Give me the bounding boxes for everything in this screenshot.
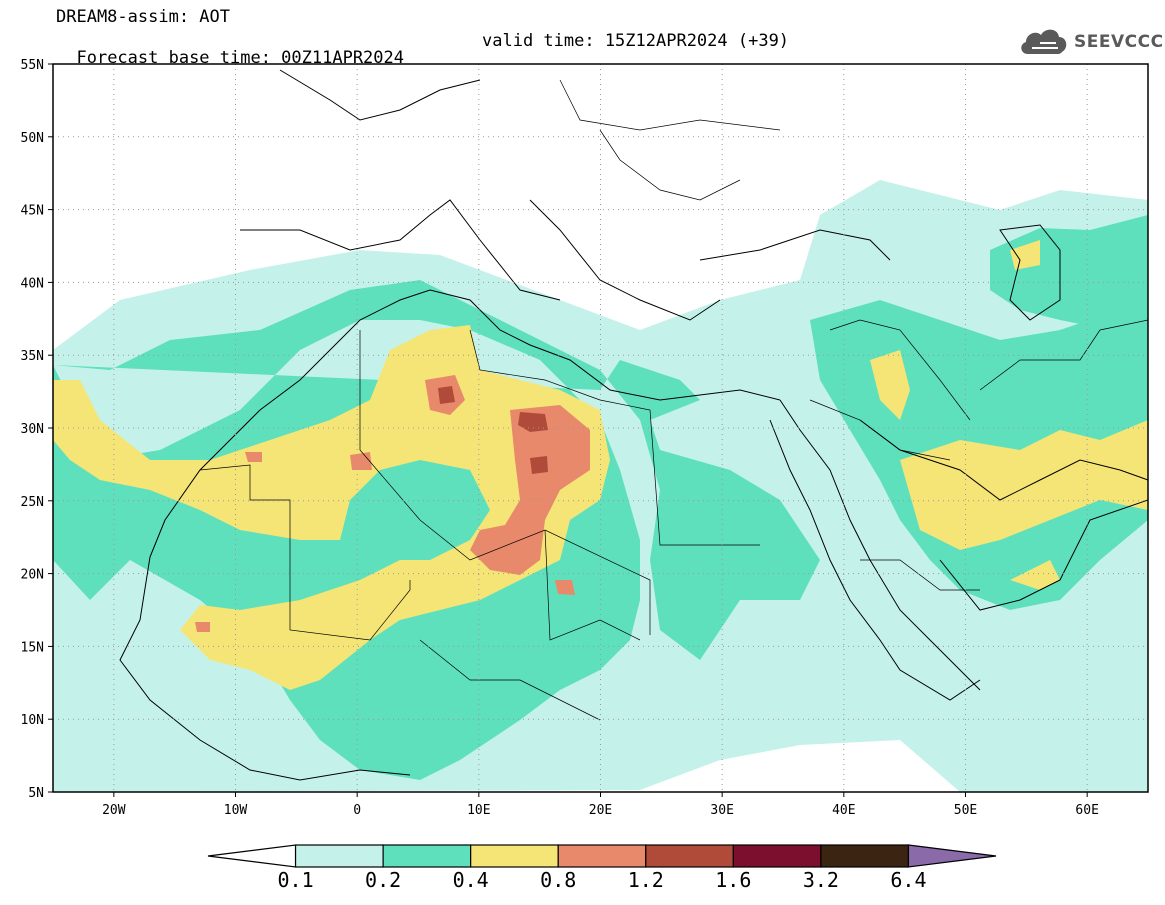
colorbar-swatch xyxy=(470,844,559,868)
colorbar-swatch xyxy=(382,844,472,868)
lat-tick-label: 30N xyxy=(21,422,44,437)
axis-ticks: 55N 50N 45N 40N 35N 30N 25N 20N 15N 10N 5N 20W 10W 0 1… xyxy=(21,58,1099,818)
aot-contour-0.4-arabia xyxy=(870,240,1148,590)
colorbar-label: 0.2 xyxy=(365,868,401,892)
lat-tick-label: 35N xyxy=(21,349,44,364)
colorbar-label: 0.4 xyxy=(453,868,489,892)
lat-tick-label: 25N xyxy=(21,495,44,510)
lon-tick-label: 50E xyxy=(954,803,977,818)
colorbar-swatch xyxy=(294,844,384,868)
lon-tick-label: 20E xyxy=(589,803,612,818)
lon-tick-label: 0 xyxy=(353,803,361,818)
colorbar-label: 1.6 xyxy=(715,868,751,892)
colorbar-swatch xyxy=(732,844,822,868)
colorbar-label: 3.2 xyxy=(803,868,839,892)
cloud-icon xyxy=(1021,29,1067,54)
lon-tick-label: 60E xyxy=(1075,803,1098,818)
colorbar-label: 0.8 xyxy=(540,868,576,892)
lat-tick-label: 55N xyxy=(21,58,44,73)
coastlines xyxy=(119,69,1148,781)
aot-contour-0.2 xyxy=(53,280,820,780)
colorbar-label: 1.2 xyxy=(628,868,664,892)
valid-time-label: valid time: 15Z12APR2024 (+39) xyxy=(482,31,790,51)
colorbar-label: 0.1 xyxy=(277,868,313,892)
lat-tick-label: 15N xyxy=(21,640,44,655)
colorbar-swatch xyxy=(645,844,734,868)
colorbar: 0.1 0.2 0.4 0.8 1.2 1.6 3.2 6.4 xyxy=(207,844,997,892)
colorbar-swatch xyxy=(820,844,910,868)
lon-tick-label: 40E xyxy=(832,803,855,818)
aot-field xyxy=(53,64,1148,792)
lat-tick-label: 5N xyxy=(28,786,44,801)
model-title: DREAM8-assim: AOT xyxy=(56,7,230,27)
lat-tick-label: 45N xyxy=(21,204,44,219)
time-header: Forecast base time: 00Z11APR2024 valid t… xyxy=(56,33,789,84)
lon-tick-label: 30E xyxy=(710,803,733,818)
lon-tick-label: 10W xyxy=(224,803,248,818)
lon-tick-label: 10E xyxy=(467,803,490,818)
seevccc-logo: SEEVCCC xyxy=(1018,24,1163,58)
aot-contour-0.8 xyxy=(195,375,590,632)
colorbar-swatch xyxy=(557,844,647,868)
lon-tick-label: 20W xyxy=(102,803,126,818)
logo-text: SEEVCCC xyxy=(1074,32,1164,52)
colorbar-swatch xyxy=(907,844,997,868)
lat-tick-label: 40N xyxy=(21,276,44,291)
colorbar-label: 6.4 xyxy=(890,868,926,892)
colorbar-swatch xyxy=(207,844,297,868)
lat-tick-label: 20N xyxy=(21,568,44,583)
lat-tick-label: 10N xyxy=(21,713,44,728)
lat-tick-label: 50N xyxy=(21,131,44,146)
aot-contour-1.2 xyxy=(438,386,548,474)
base-time-label: Forecast base time: 00Z11APR2024 xyxy=(76,48,404,68)
aot-contour-0.4 xyxy=(53,325,610,690)
